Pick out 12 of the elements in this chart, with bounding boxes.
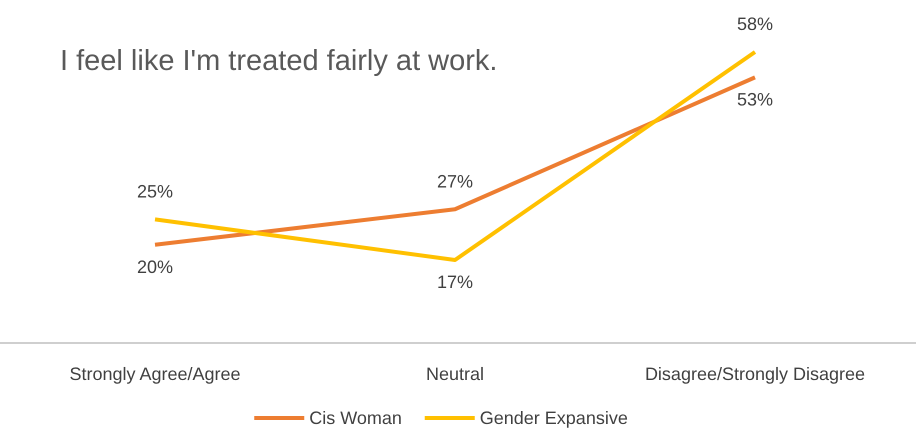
legend-label: Cis Woman xyxy=(309,408,402,428)
legend-label: Gender Expansive xyxy=(480,408,628,428)
data-label: 20% xyxy=(136,256,174,277)
x-tick-label: Disagree/Strongly Disagree xyxy=(644,364,866,384)
data-label: 27% xyxy=(436,171,474,192)
data-label: 17% xyxy=(436,272,474,292)
data-label: 53% xyxy=(736,89,774,110)
chart-title: I feel like I'm treated fairly at work. xyxy=(60,45,498,77)
x-tick-label: Neutral xyxy=(426,364,484,384)
data-label: 58% xyxy=(736,14,774,34)
data-label: 25% xyxy=(136,181,174,202)
x-tick-label: Strongly Agree/Agree xyxy=(69,364,241,384)
